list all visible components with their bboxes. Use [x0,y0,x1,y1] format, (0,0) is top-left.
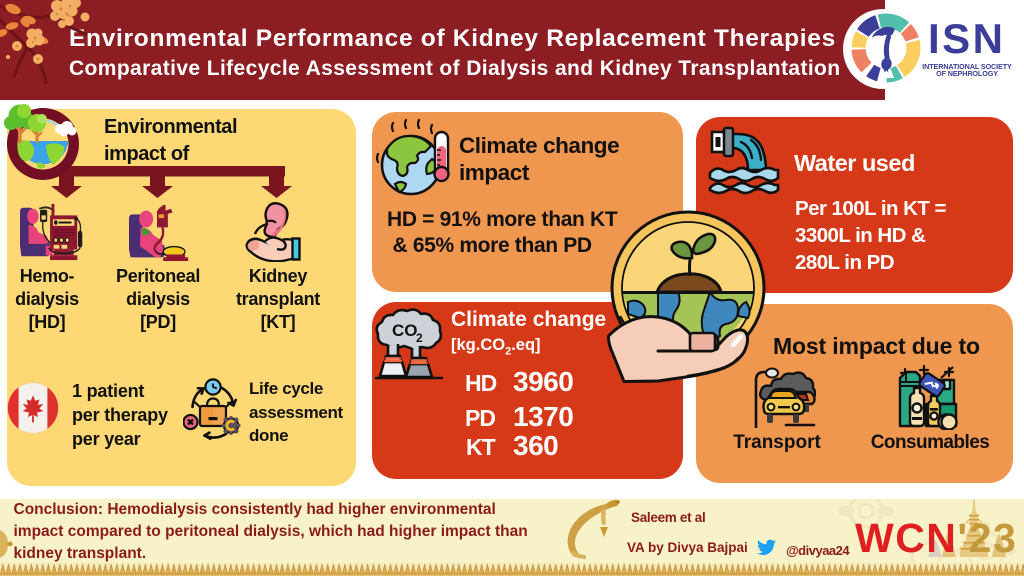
svg-text:2: 2 [416,331,423,345]
svg-text:CO: CO [392,321,418,340]
